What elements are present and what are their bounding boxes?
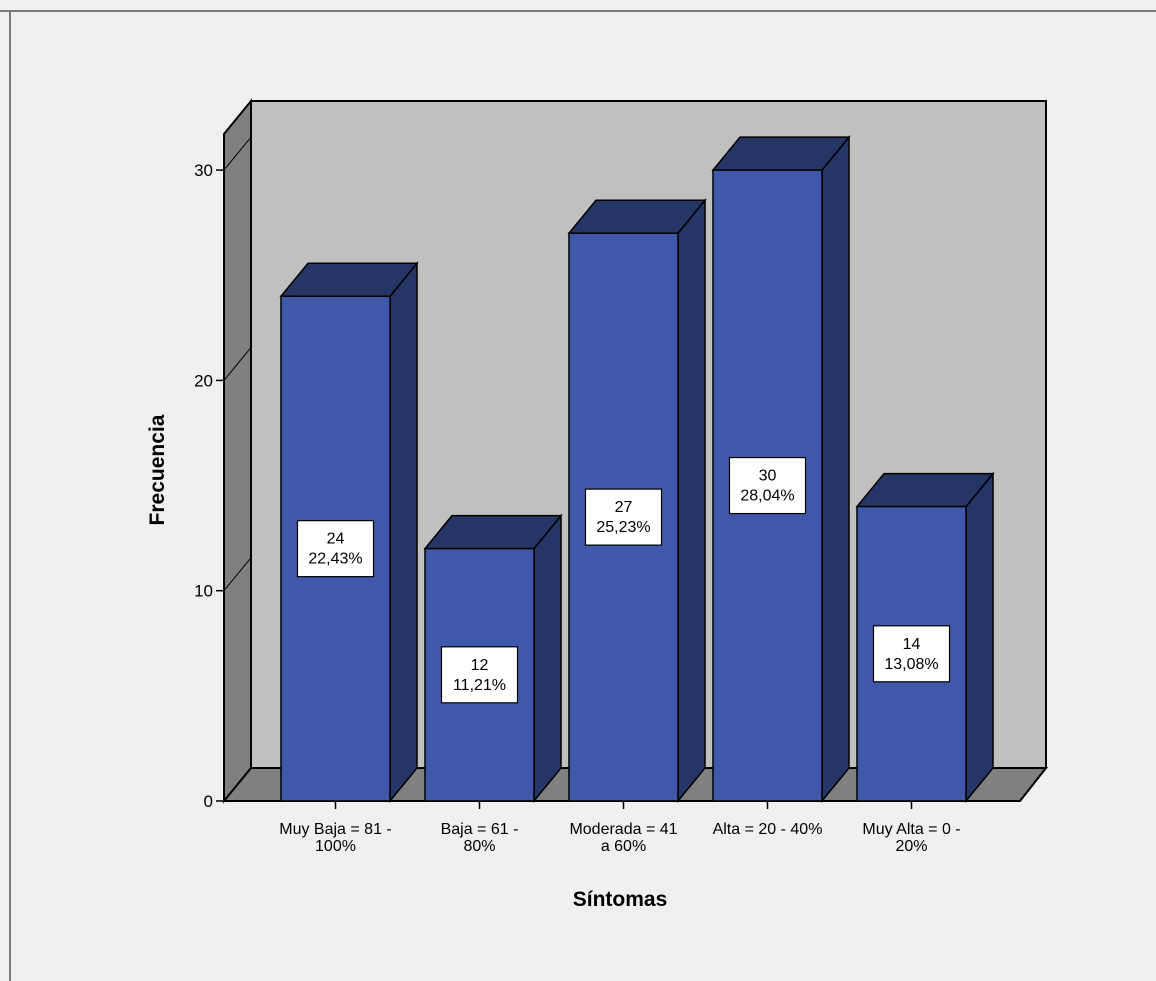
y-tick-depth (223, 347, 252, 381)
data-label-box (872, 625, 951, 683)
x-tick-label: Muy Alta = 0 - (862, 821, 960, 838)
y-tick-label: 30 (194, 161, 213, 180)
data-label-percent: 22,43% (308, 551, 362, 568)
data-label-count: 12 (471, 657, 489, 674)
bar-side (677, 198, 706, 804)
data-label-percent: 25,23% (596, 519, 650, 536)
data-label-box (440, 646, 519, 704)
bar-side (533, 513, 562, 804)
x-tick-label: 100% (315, 838, 356, 855)
x-tick-label: 80% (463, 838, 495, 855)
x-axis-title: Síntomas (573, 888, 668, 911)
x-tick-label: a 60% (601, 838, 646, 855)
data-label-count: 24 (327, 531, 345, 548)
data-label-box (584, 488, 663, 546)
x-tick-label: Muy Baja = 81 - (279, 821, 392, 838)
bar-side (965, 471, 994, 804)
data-label-count: 30 (759, 468, 777, 485)
data-label-box (728, 456, 807, 515)
y-tick-depth (223, 136, 252, 171)
data-label-percent: 13,08% (884, 656, 938, 673)
y-tick-depth (223, 557, 252, 592)
data-label-percent: 28,04% (740, 488, 794, 505)
side-wall (223, 98, 252, 804)
x-tick-label: Alta = 20 - 40% (713, 821, 823, 838)
x-tick-label: Baja = 61 - (441, 821, 519, 838)
y-tick-label: 10 (194, 582, 213, 601)
data-label-count: 14 (903, 636, 921, 653)
bar-side (821, 134, 850, 804)
frame-border-left (9, 10, 11, 981)
frame-border-top (0, 10, 1156, 12)
data-label-percent: 11,21% (453, 677, 506, 694)
y-axis-title: Frecuencia (146, 414, 169, 525)
y-tick-label: 20 (194, 371, 213, 390)
x-tick-label: 20% (895, 838, 927, 855)
y-tick-label: 0 (204, 792, 213, 811)
bar-side (389, 261, 418, 804)
y-tick-depth (223, 767, 252, 802)
data-label-count: 27 (615, 499, 633, 516)
data-label-box (296, 520, 375, 578)
x-tick-label: Moderada = 41 (569, 821, 677, 838)
